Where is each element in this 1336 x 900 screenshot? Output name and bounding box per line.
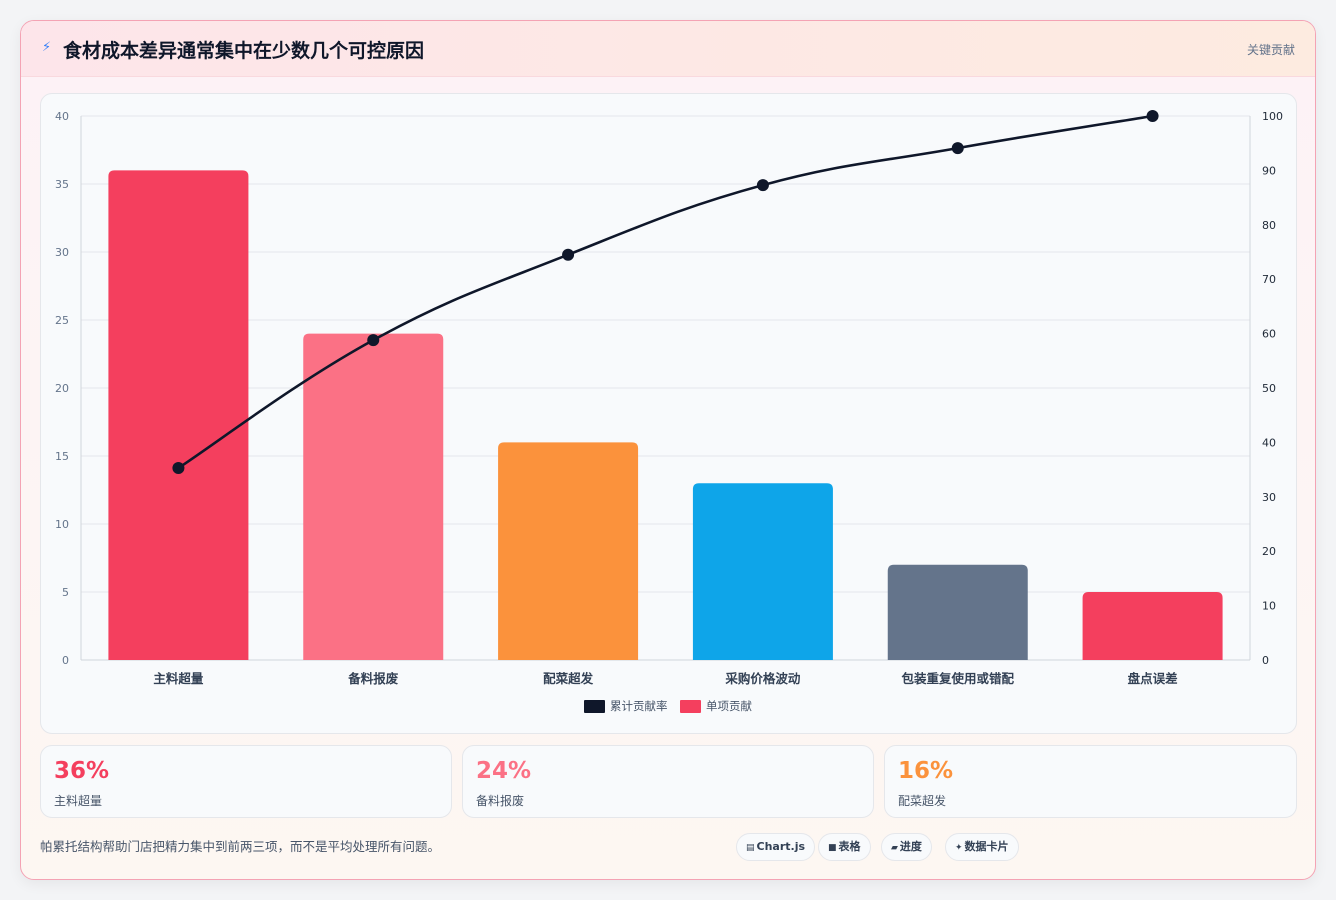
pill-table[interactable]: ■ 表格 (818, 833, 871, 861)
sparkle-icon: ✦ (955, 843, 963, 853)
cumulative-point (562, 248, 575, 261)
pill-label: Chart.js (756, 840, 806, 853)
chart-panel: 0 5 10 15 20 25 30 35 40 0 10 20 30 40 50 60 70 80 90 100 主料… (40, 93, 1297, 734)
table-icon: ■ (828, 843, 837, 853)
card-header: ⚡ 食材成本差异通常集中在少数几个可控原因 关键贡献 (21, 21, 1315, 77)
cumulative-point (172, 461, 185, 474)
pill-data-card[interactable]: ✦ 数据卡片 (945, 833, 1019, 861)
cumulative-point (367, 334, 380, 347)
stat-card-2: 24% 备料报废 (462, 745, 874, 818)
x-tick-label: 主料超量 (153, 671, 204, 686)
pill-label: 表格 (838, 840, 861, 853)
chart-icon: ▤ (746, 843, 755, 853)
pill-progress[interactable]: ▰ 进度 (881, 833, 932, 861)
stat-label-2: 备料报废 (476, 794, 525, 808)
stat-card-1: 36% 主料超量 (40, 745, 452, 818)
legend-swatch (680, 700, 701, 713)
cumulative-point (1146, 110, 1159, 122)
y-left-tick-label: 0 (62, 654, 69, 667)
stat-value-2: 24% (476, 758, 532, 784)
chart-title: 食材成本差异通常集中在少数几个可控原因 (63, 40, 425, 62)
y-right-tick-label: 80 (1262, 219, 1276, 232)
bar (887, 564, 1028, 660)
y-left-tick-label: 20 (55, 382, 69, 395)
y-right-tick-label: 70 (1262, 273, 1276, 286)
x-tick-label: 备料报废 (347, 671, 399, 686)
x-tick-label: 包装重复使用或错配 (900, 671, 1014, 686)
progress-icon: ▰ (891, 843, 898, 853)
y-right-tick-label: 40 (1262, 436, 1276, 449)
pill-label: 进度 (899, 840, 922, 853)
y-right-tick-label: 60 (1262, 328, 1276, 341)
stat-label-3: 配菜超发 (898, 794, 947, 808)
y-right-tick-label: 10 (1262, 600, 1276, 613)
y-left-tick-label: 40 (55, 110, 69, 123)
y-right-tick-label: 50 (1262, 382, 1276, 395)
y-left-tick-label: 10 (55, 518, 69, 531)
y-left-tick-label: 30 (55, 246, 69, 259)
y-right-tick-label: 30 (1262, 491, 1276, 504)
footnote: 帕累托结构帮助门店把精力集中到前两三项，而不是平均处理所有问题。 (40, 839, 441, 854)
lightning-icon: ⚡ (42, 40, 52, 55)
y-right-tick-label: 90 (1262, 164, 1276, 177)
legend-swatch (584, 700, 605, 713)
legend-label: 单项贡献 (706, 699, 752, 713)
y-left-tick-label: 15 (55, 450, 69, 463)
y-right-tick-label: 100 (1262, 110, 1283, 123)
pill-label: 数据卡片 (964, 840, 1009, 853)
stat-card-3: 16% 配菜超发 (884, 745, 1297, 818)
bar (108, 170, 249, 660)
stat-value-3: 16% (898, 758, 954, 784)
bar (498, 442, 639, 660)
chart-card: ⚡ 食材成本差异通常集中在少数几个可控原因 关键贡献 0 5 10 15 20 25 30 3… (20, 20, 1316, 880)
stat-label-1: 主料超量 (54, 794, 103, 808)
x-tick-label: 盘点误差 (1128, 671, 1178, 686)
legend-label: 累计贡献率 (610, 699, 668, 713)
pill-chartjs[interactable]: ▤ Chart.js (736, 833, 816, 861)
cumulative-point (951, 142, 964, 155)
y-right-tick-label: 0 (1262, 654, 1269, 667)
y-left-tick-label: 5 (62, 586, 69, 599)
x-tick-label: 采购价格波动 (724, 671, 801, 686)
bar (1082, 592, 1223, 660)
header-tag: 关键贡献 (1246, 43, 1295, 57)
cumulative-point (756, 179, 769, 192)
y-left-tick-label: 25 (55, 314, 69, 327)
x-tick-label: 配菜超发 (543, 671, 594, 686)
cumulative-line (177, 114, 1153, 470)
bar (692, 483, 833, 660)
y-left-tick-label: 35 (55, 178, 69, 191)
bar (303, 333, 444, 660)
stat-value-1: 36% (54, 758, 110, 784)
y-right-tick-label: 20 (1262, 545, 1276, 558)
pareto-chart: 0 5 10 15 20 25 30 35 40 0 10 20 30 40 50 60 70 80 90 100 主料… (55, 110, 1283, 713)
